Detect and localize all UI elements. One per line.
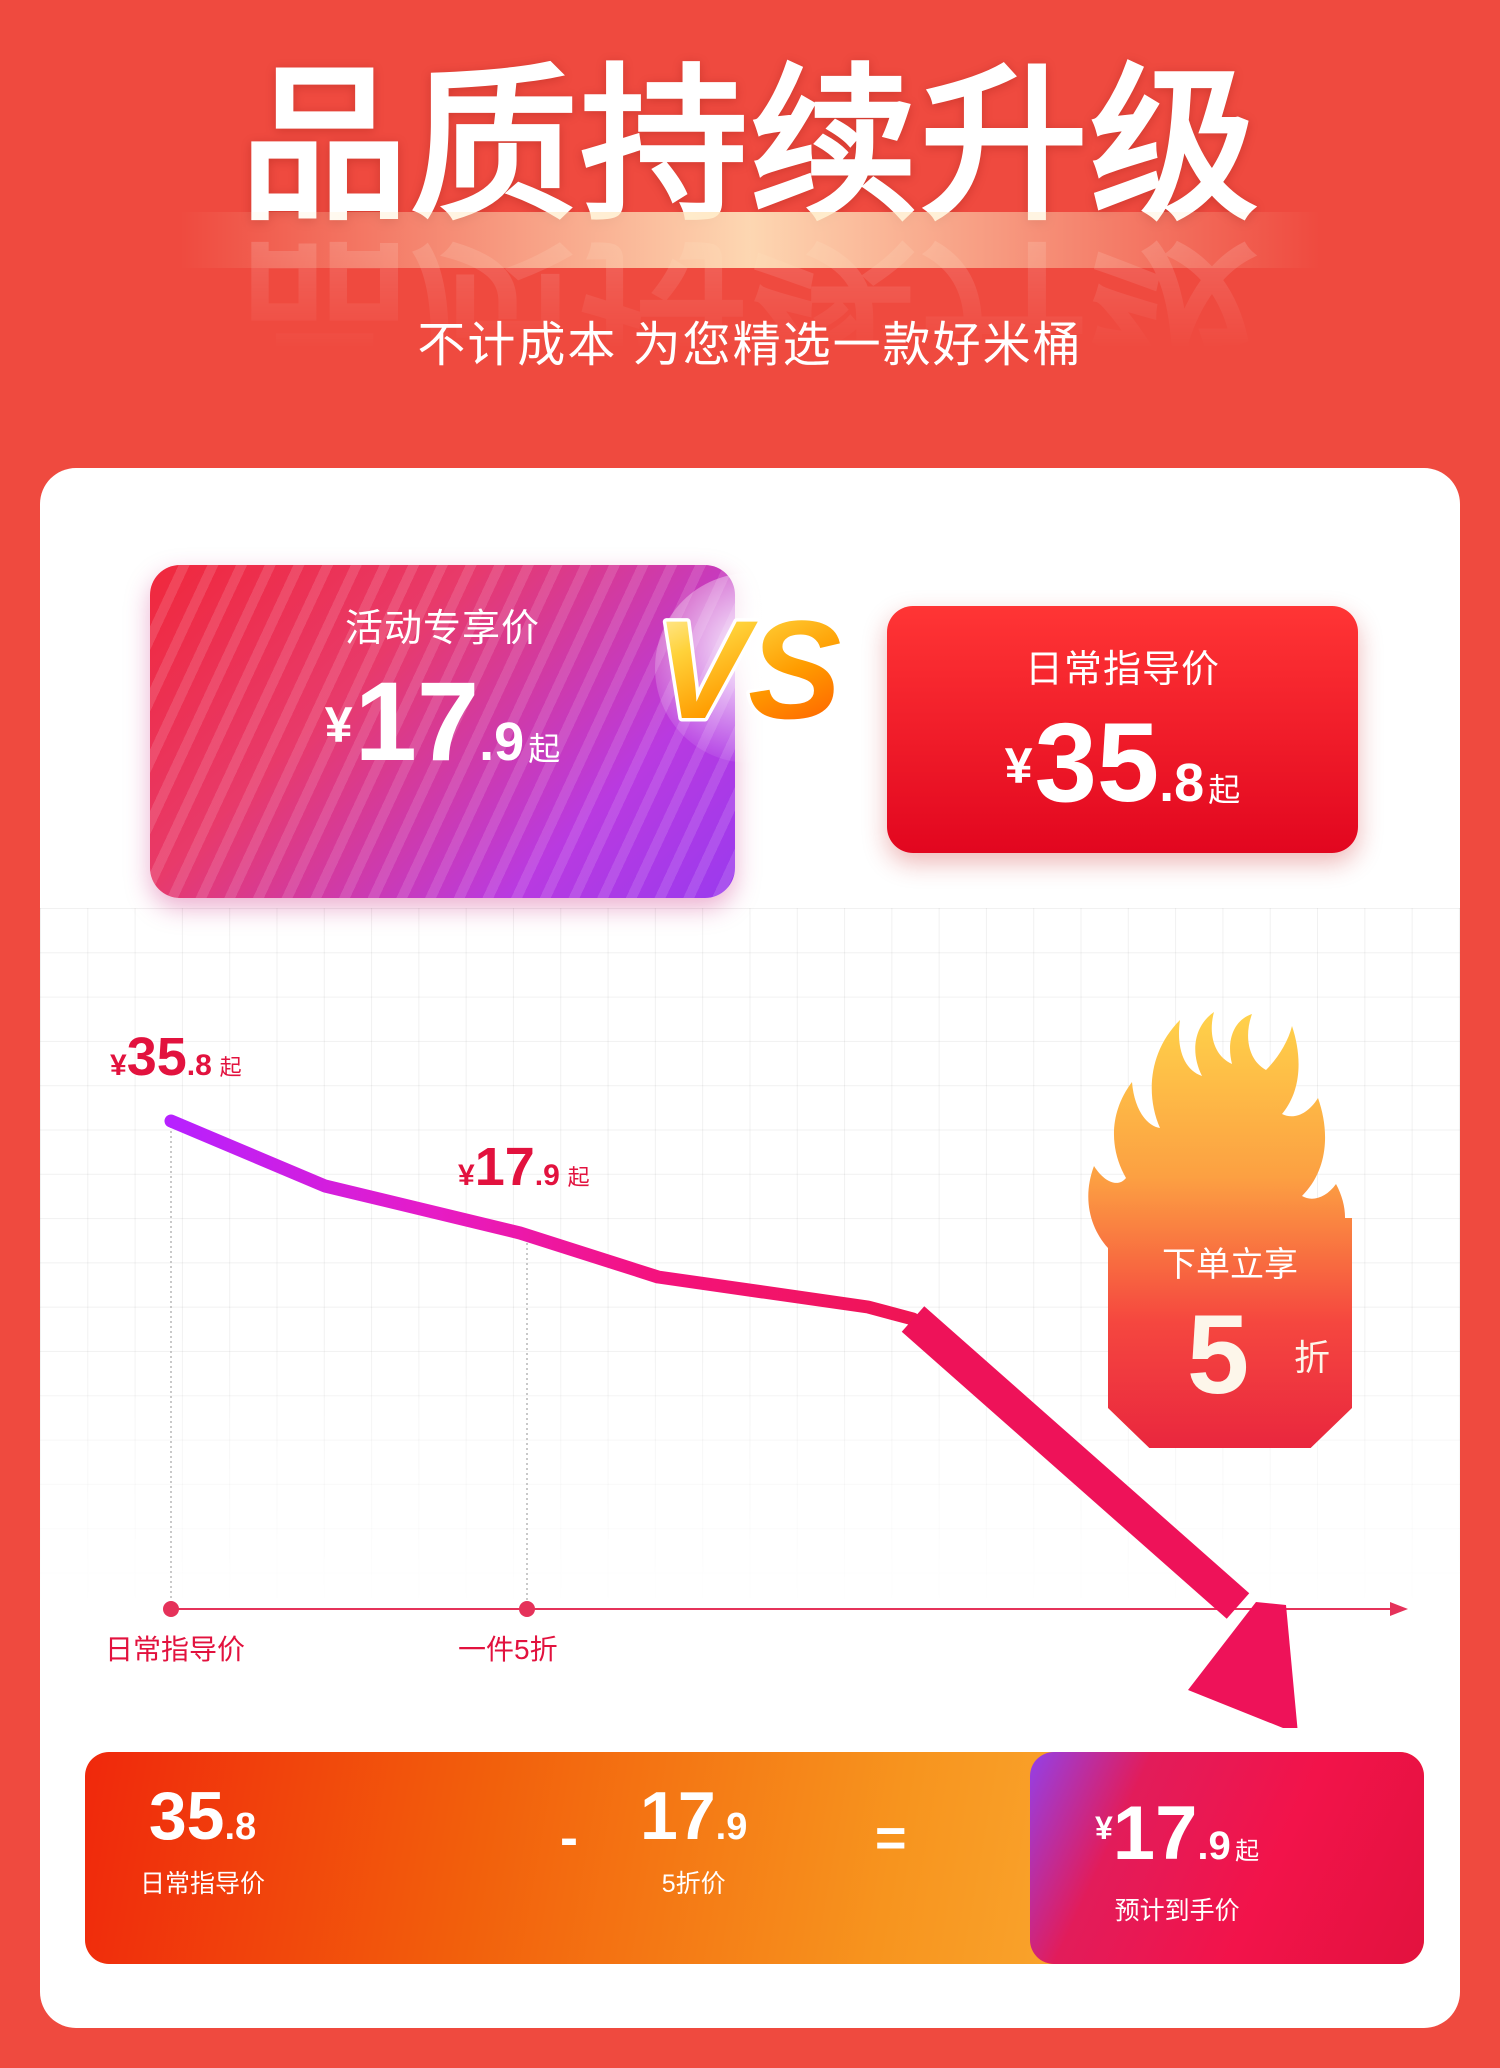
svg-text:下单立享: 下单立享 [1162,1246,1298,1284]
svg-text:折: 折 [1294,1337,1330,1378]
svg-text:VS: VS [655,591,842,748]
svg-text:5: 5 [1187,1292,1249,1417]
